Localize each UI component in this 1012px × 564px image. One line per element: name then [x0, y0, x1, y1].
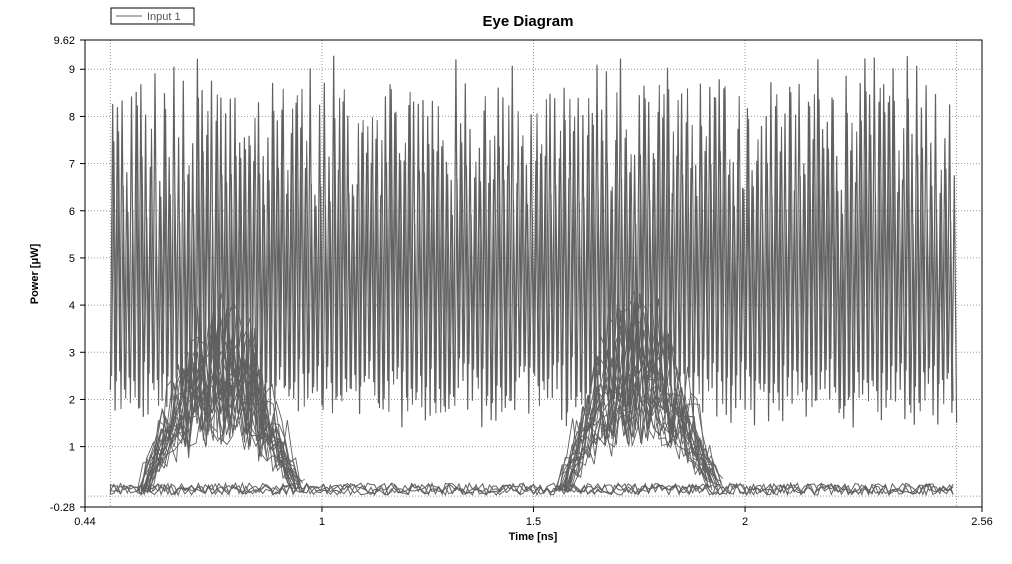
y-tick-label: 2 — [69, 394, 75, 406]
trace-line — [563, 302, 717, 492]
trace-line — [111, 84, 954, 414]
trace-line — [561, 325, 715, 492]
trace-line — [570, 348, 724, 492]
trace-line — [147, 365, 301, 492]
trace-line — [109, 481, 954, 497]
trace-line — [147, 321, 301, 492]
trace-line — [564, 303, 718, 492]
trace-line — [152, 331, 305, 492]
y-tick-label: 5 — [69, 253, 75, 265]
x-tick-label: 1.5 — [526, 516, 541, 528]
trace-line — [144, 329, 298, 492]
y-tick-label: 8 — [69, 111, 75, 123]
chart-title: Eye Diagram — [483, 13, 574, 30]
legend-shadow — [193, 10, 195, 26]
x-tick-label: 0.44 — [74, 516, 95, 528]
x-axis-title: Time [ns] — [509, 531, 558, 543]
x-tick-label: 2 — [742, 516, 748, 528]
trace-line — [558, 290, 712, 492]
y-tick-label: 6 — [69, 206, 75, 218]
trace-line — [563, 293, 717, 492]
legend-label-input-1: Input 1 — [147, 11, 181, 23]
trace-line — [559, 317, 713, 492]
x-tick-label: 2.56 — [971, 516, 992, 528]
x-tick-label: 1 — [319, 516, 325, 528]
y-tick-label: 9 — [69, 64, 75, 76]
legend[interactable]: Input 1 — [110, 7, 195, 26]
y-tick-label: -0.28 — [50, 502, 75, 514]
y-axis-title: Power [μW] — [29, 243, 41, 304]
y-tick-label: 3 — [69, 347, 75, 359]
y-tick-label: 7 — [69, 159, 75, 171]
trace-line — [109, 481, 954, 497]
y-tick-label: 4 — [69, 300, 75, 312]
y-tick-label: 1 — [69, 442, 75, 454]
trace-line — [146, 319, 301, 492]
y-tick-label: 9.62 — [54, 35, 75, 47]
y-axis-ticks: -0.28 1 2 3 4 5 6 7 8 9 9.62 — [50, 35, 85, 514]
trace-series-input-1 — [109, 55, 958, 497]
x-axis-ticks: 0.44 1 1.5 2 2.56 — [74, 507, 993, 528]
